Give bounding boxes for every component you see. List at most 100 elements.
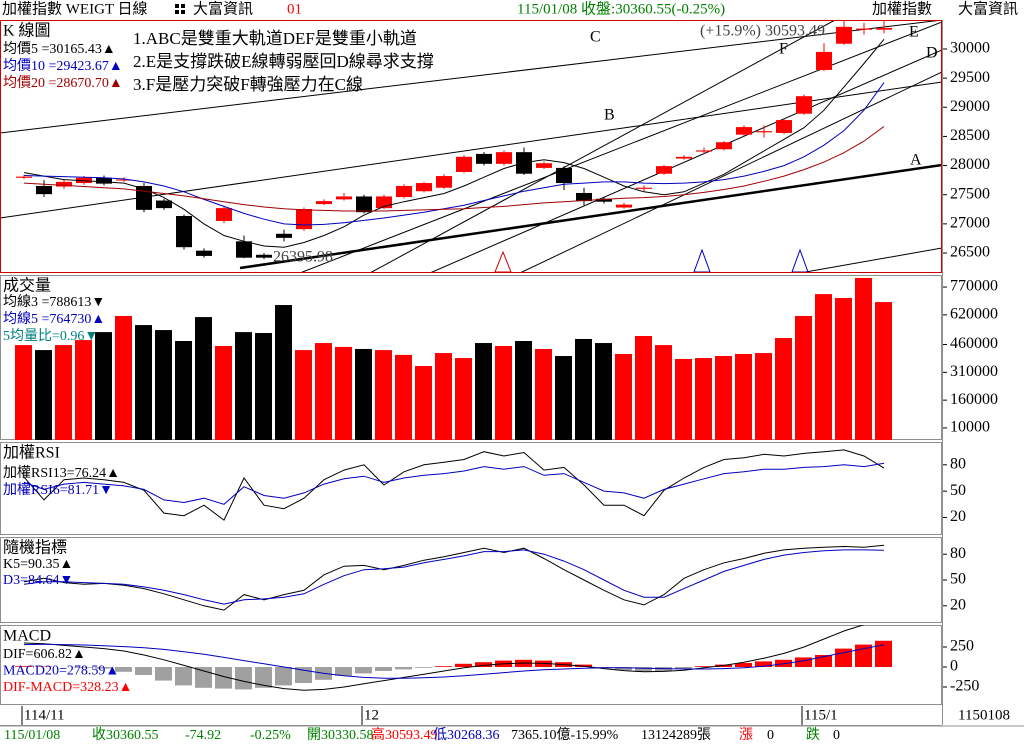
line-label: F (779, 41, 788, 58)
y-tick-label: 29000 (950, 98, 990, 115)
series-line (23, 449, 885, 521)
line-label: B (604, 107, 615, 124)
series-line (23, 126, 885, 212)
legend-entry: K5=90.35▲ (3, 557, 73, 572)
candle-body (816, 51, 832, 70)
panel-title: K 線圖 (3, 22, 51, 40)
candle-body (396, 185, 412, 198)
candle-body (796, 96, 812, 114)
candle-body (96, 177, 112, 184)
x-tick-label: 115/1 (804, 707, 838, 723)
candle-body (716, 142, 732, 150)
candle-body (376, 196, 392, 209)
y-tick-label: 27000 (950, 215, 990, 232)
footer-field: -74.92 (185, 728, 221, 743)
histogram-bar (435, 666, 452, 667)
volume-bar (615, 353, 632, 440)
panel-title: 成交量 (3, 277, 51, 295)
candle-body (316, 201, 332, 205)
volume-bar (135, 325, 152, 440)
footer-field: 低30268.36 (433, 727, 500, 743)
volume-bar (855, 277, 872, 440)
candle-body (576, 192, 592, 202)
candle-body (216, 208, 232, 221)
candle-body (496, 152, 512, 164)
volume-bar (395, 354, 412, 440)
candle-body (596, 198, 612, 202)
legend-entry: 均價20 =28670.70▲ (3, 74, 123, 91)
legend-entry: 均價5 =30165.43▲ (3, 40, 116, 57)
volume-bar (595, 343, 612, 440)
y-tick-label: 80 (950, 545, 966, 562)
candle-body (536, 163, 552, 168)
line-label: A (910, 152, 922, 169)
legend-entry: D3=84.64▼ (3, 573, 73, 588)
legend-entry: 加權RSI6=81.71▼ (3, 482, 113, 498)
volume-bar (495, 346, 512, 440)
histogram-bar (155, 667, 172, 681)
candle-body (756, 131, 772, 133)
histogram-bar (275, 667, 292, 686)
footer-field: 漲 (739, 727, 753, 743)
panel-frame (0, 442, 942, 535)
footer-field: 115/01/08 (4, 728, 60, 743)
candle-body (236, 241, 252, 258)
candle-body (836, 26, 852, 44)
menu-icon[interactable] (175, 4, 185, 14)
candle-body (356, 196, 372, 213)
volume-bar (835, 297, 852, 440)
candle-body (616, 204, 632, 208)
panel-frame (0, 537, 942, 623)
footer-field: 0 (767, 728, 774, 743)
volume-bar (475, 343, 492, 440)
volume-bar (215, 346, 232, 440)
candle-body (156, 200, 172, 209)
note: 2.E是支撐跌破E線轉弱壓回D線尋求支撐 (133, 52, 434, 71)
high-label: (+15.9%) 30593.49 (700, 23, 825, 40)
y-tick-label: 27500 (950, 185, 990, 202)
series-line (23, 643, 885, 679)
footer-field: 收30360.55 (92, 727, 159, 743)
volume-bar (635, 335, 652, 440)
volume-bar (175, 341, 192, 440)
header: 加權指數 WEIGT 日線 大富資訊 01 115/01/08 收盤:30360… (2, 0, 1018, 17)
volume-bar (115, 315, 132, 440)
series-line (23, 38, 885, 248)
candle-body (556, 167, 572, 184)
candle-body (36, 185, 52, 195)
line-label: E (909, 24, 919, 41)
volume-bar (795, 315, 812, 440)
histogram-bar (115, 667, 132, 672)
volume-bar (235, 332, 252, 440)
y-tick-label: 50 (950, 571, 966, 588)
candle-body (416, 183, 432, 192)
plot-area (16, 20, 892, 260)
volume-bar (415, 366, 432, 440)
panel-frame (0, 20, 942, 273)
histogram-bar (375, 667, 392, 671)
volume-bar (35, 350, 52, 440)
candle-body (456, 156, 472, 172)
y-tick-label: 160000 (950, 391, 998, 408)
candle-body (736, 127, 752, 135)
y-tick-label: 310000 (950, 363, 998, 380)
volume-bar (675, 358, 692, 440)
histogram-bar (675, 667, 692, 669)
histogram-bar (455, 663, 472, 667)
candle-body (136, 185, 152, 210)
y-tick-label: 50 (950, 482, 966, 499)
volume-bar (775, 338, 792, 440)
volume-bar (155, 330, 172, 440)
volume-bar (375, 350, 392, 440)
code: 01 (287, 1, 302, 17)
series-line (23, 462, 885, 505)
histogram-bar (255, 667, 272, 688)
volume-bar (515, 341, 532, 440)
candle-body (256, 254, 272, 258)
histogram-bar (635, 667, 652, 672)
legend-entry: 均價10 =29423.67▲ (3, 57, 123, 74)
y-tick-label: 250 (950, 638, 974, 655)
candle-body (696, 150, 712, 152)
legend-entry: DIF-MACD=328.23▲ (3, 680, 132, 695)
